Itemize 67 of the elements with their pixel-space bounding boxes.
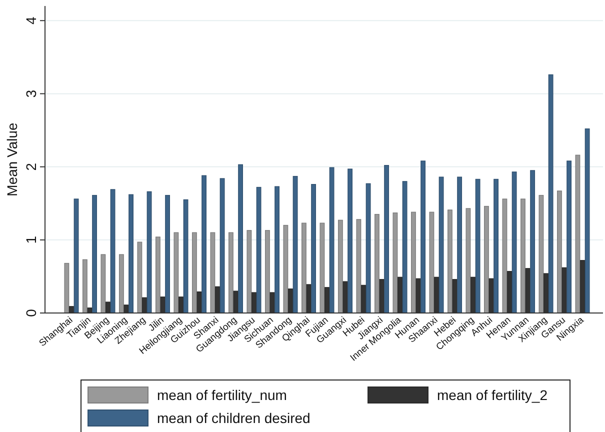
bar <box>311 184 316 314</box>
bar <box>283 224 288 314</box>
bar <box>301 222 306 314</box>
bar <box>411 212 416 314</box>
bar <box>202 175 206 314</box>
bar <box>575 154 580 314</box>
bar <box>538 194 544 314</box>
bar <box>348 168 353 314</box>
bar <box>329 167 334 314</box>
bar <box>146 191 152 314</box>
y-tick-label: 1 <box>23 236 39 244</box>
y-tick-label: 2 <box>23 162 39 171</box>
bar <box>384 165 390 314</box>
bar <box>557 190 562 314</box>
bar <box>512 172 517 314</box>
bar <box>338 220 343 314</box>
bar <box>192 232 197 314</box>
bar <box>374 214 380 314</box>
legend-label: mean of children desired <box>157 410 310 426</box>
bar <box>366 183 371 314</box>
bar <box>548 74 554 314</box>
bar <box>210 232 216 314</box>
bar <box>475 178 480 314</box>
bar <box>494 178 499 314</box>
bar <box>457 176 462 314</box>
y-tick-label: 4 <box>23 16 39 25</box>
bar <box>566 160 572 314</box>
bar <box>274 186 280 314</box>
bar <box>128 194 134 314</box>
bar <box>448 210 452 314</box>
bar <box>155 236 160 314</box>
bar <box>246 230 252 314</box>
y-tick-label: 0 <box>23 308 39 317</box>
bar <box>228 232 234 314</box>
bar <box>429 212 434 314</box>
bar <box>82 259 88 314</box>
bar <box>420 160 426 314</box>
bar <box>320 222 325 314</box>
bar <box>356 219 362 314</box>
bar <box>438 176 444 314</box>
bar <box>256 186 262 314</box>
bar <box>118 254 124 314</box>
bar <box>183 199 188 314</box>
bar <box>584 128 590 314</box>
bar <box>292 176 298 314</box>
y-axis-title: Mean Value <box>4 122 20 196</box>
y-tick-label: 3 <box>23 90 39 98</box>
bar <box>530 170 536 314</box>
bar <box>165 194 170 314</box>
bar <box>402 181 408 314</box>
bar <box>92 194 97 314</box>
bar <box>137 242 142 314</box>
legend-label: mean of fertility_2 <box>437 387 548 403</box>
bar <box>520 198 526 314</box>
bar <box>100 254 106 314</box>
bar <box>392 212 398 314</box>
bar <box>64 262 70 314</box>
bar <box>238 164 243 314</box>
bar <box>484 206 489 314</box>
legend-label: mean of fertility_num <box>157 387 287 403</box>
bar <box>174 232 179 314</box>
bar <box>264 230 270 314</box>
bar <box>466 208 471 314</box>
bar <box>502 198 508 314</box>
bar <box>74 198 79 314</box>
bar <box>220 178 225 314</box>
bar <box>110 189 116 314</box>
